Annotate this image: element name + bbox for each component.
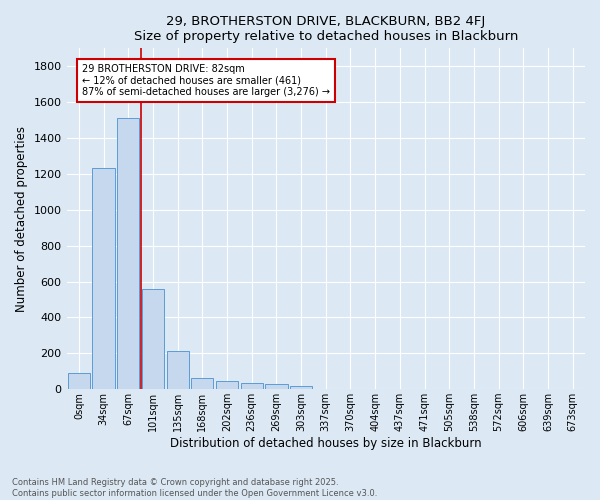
Bar xyxy=(92,168,115,389)
Bar xyxy=(117,118,139,389)
Bar xyxy=(290,386,312,389)
Bar xyxy=(191,378,214,389)
Bar xyxy=(216,381,238,389)
Title: 29, BROTHERSTON DRIVE, BLACKBURN, BB2 4FJ
Size of property relative to detached : 29, BROTHERSTON DRIVE, BLACKBURN, BB2 4F… xyxy=(134,15,518,43)
Text: Contains HM Land Registry data © Crown copyright and database right 2025.
Contai: Contains HM Land Registry data © Crown c… xyxy=(12,478,377,498)
Bar xyxy=(265,384,287,389)
Bar xyxy=(241,383,263,389)
Y-axis label: Number of detached properties: Number of detached properties xyxy=(15,126,28,312)
Bar xyxy=(68,373,90,389)
Text: 29 BROTHERSTON DRIVE: 82sqm
← 12% of detached houses are smaller (461)
87% of se: 29 BROTHERSTON DRIVE: 82sqm ← 12% of det… xyxy=(82,64,330,97)
Bar xyxy=(142,288,164,389)
Bar xyxy=(167,352,189,389)
X-axis label: Distribution of detached houses by size in Blackburn: Distribution of detached houses by size … xyxy=(170,437,482,450)
